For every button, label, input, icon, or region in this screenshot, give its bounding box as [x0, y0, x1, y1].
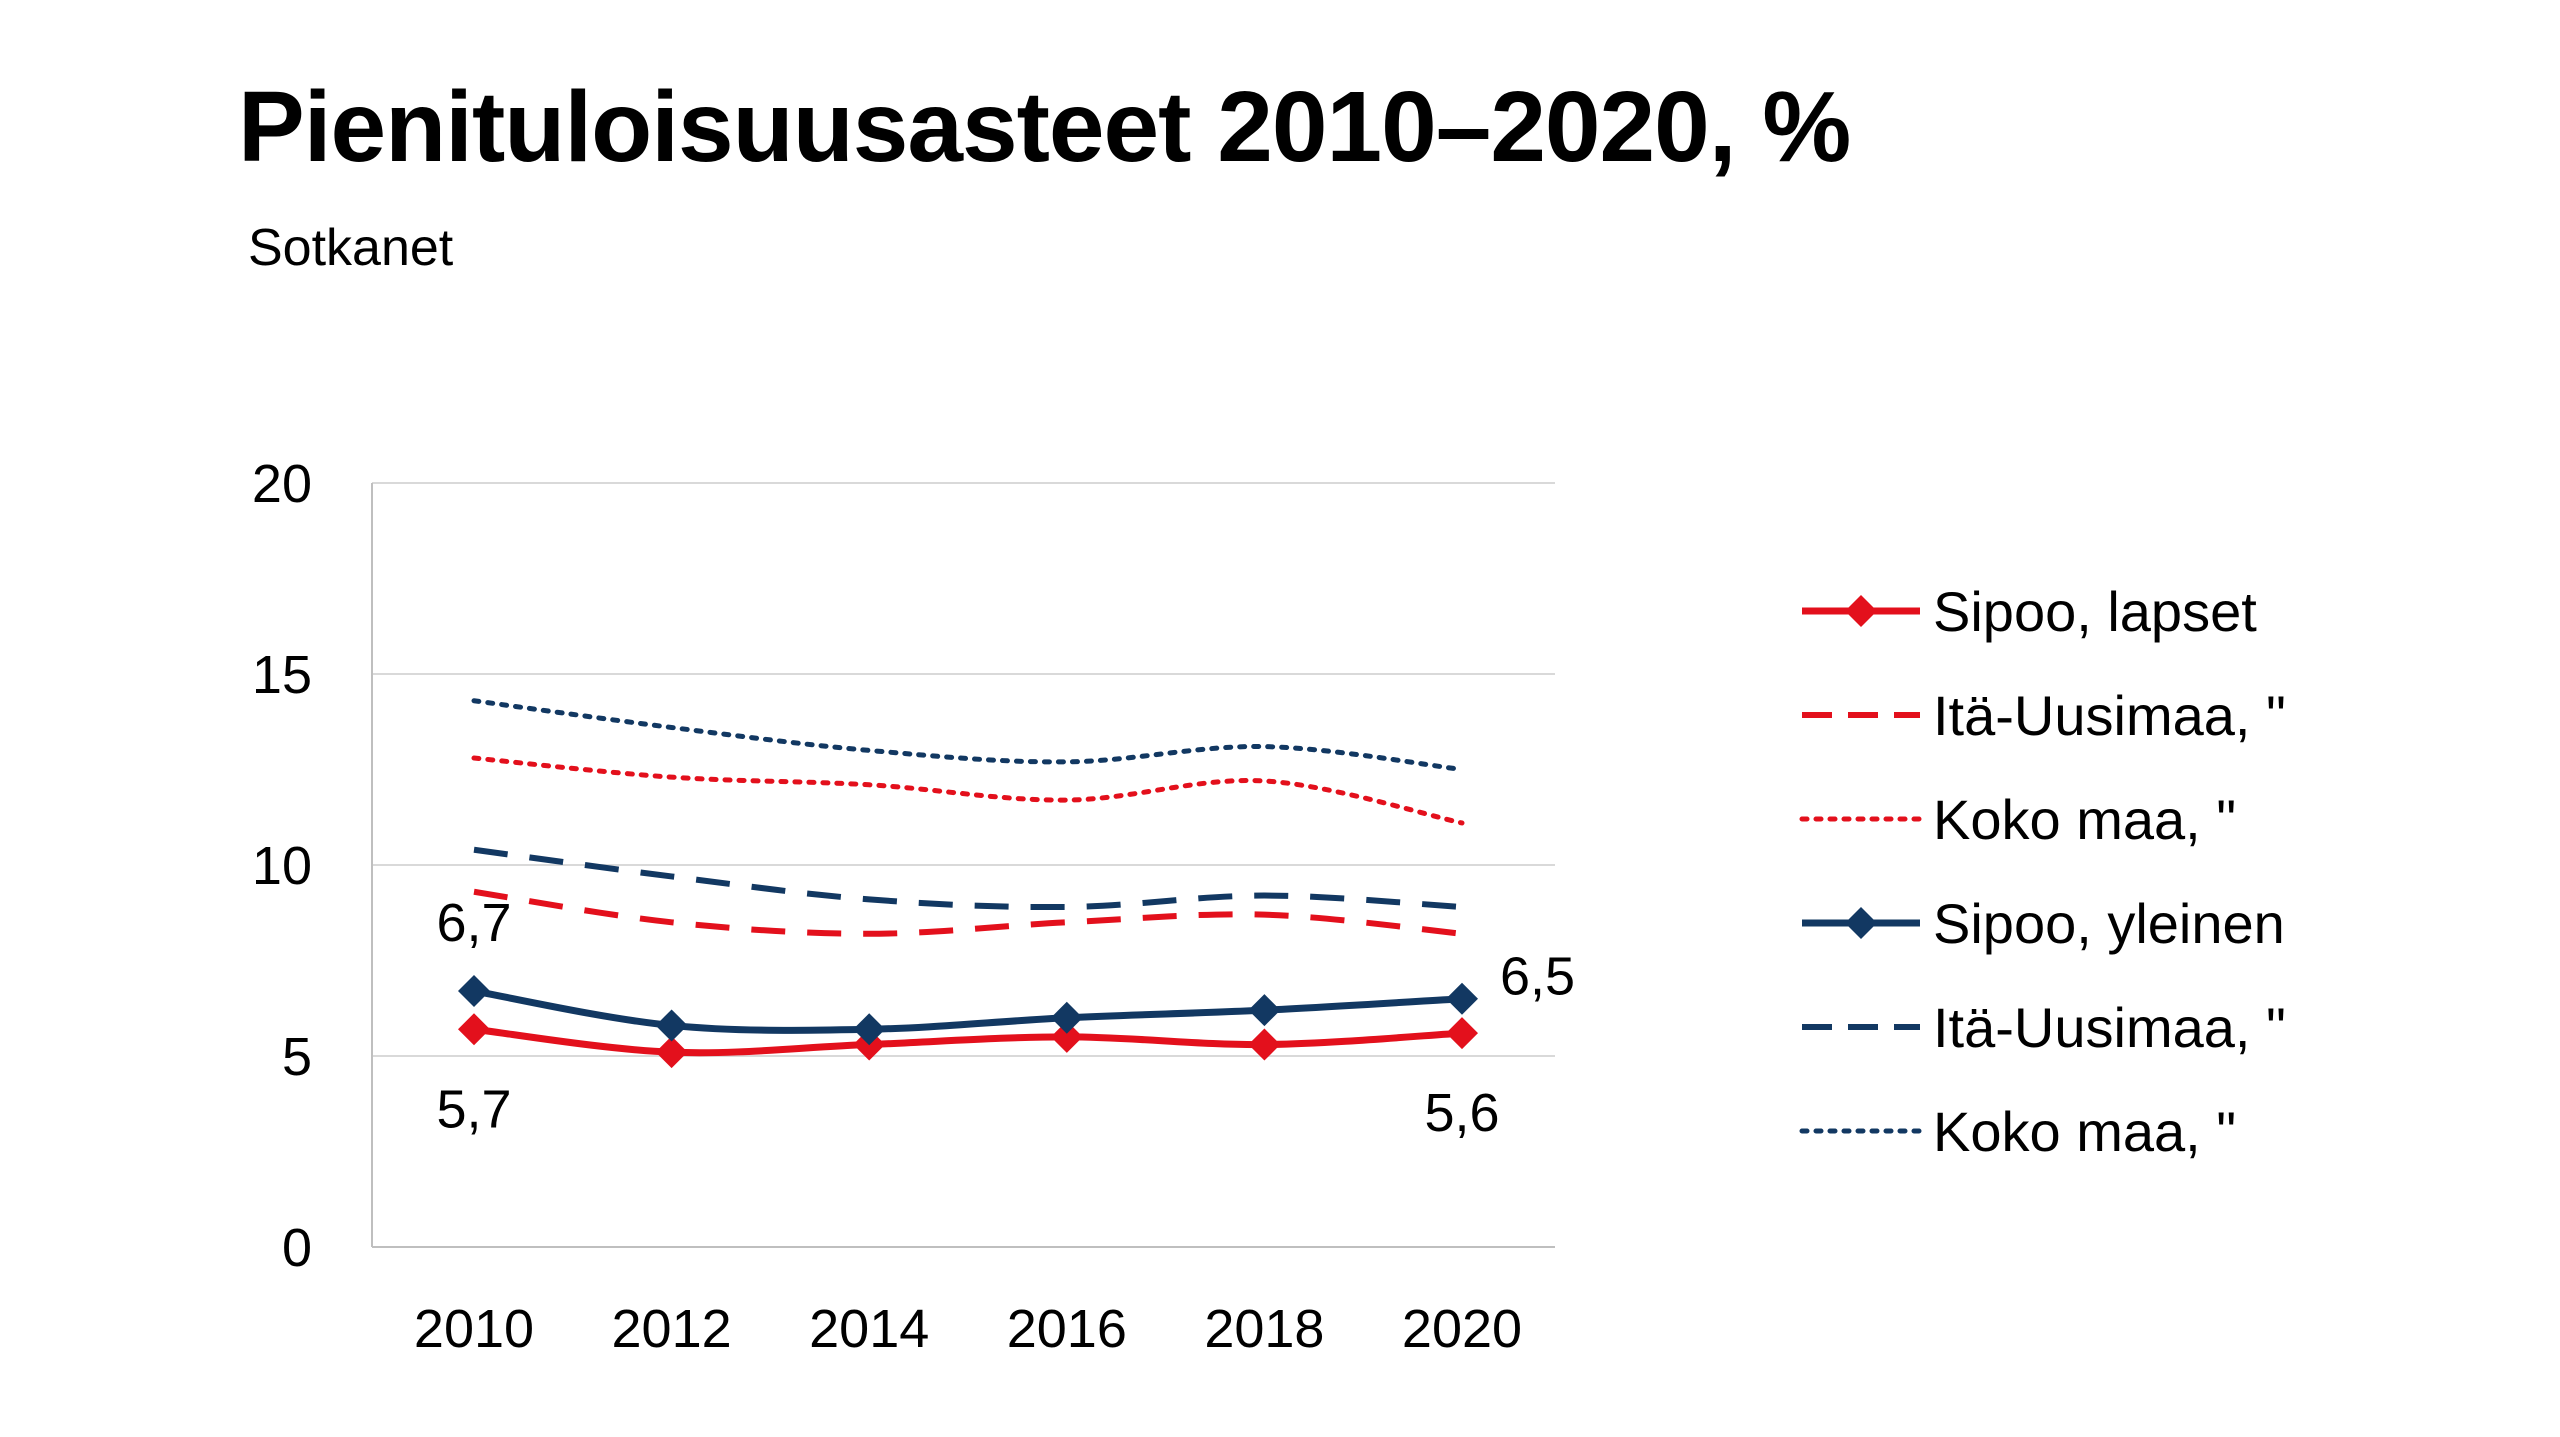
data-point-marker: [458, 1013, 490, 1046]
series-line-3: [473, 987, 1463, 1034]
data-point-marker: [1446, 1017, 1478, 1050]
x-tick-label: 2012: [612, 1299, 732, 1359]
x-tick-label: 2020: [1402, 1299, 1522, 1359]
series-line-5: [471, 698, 1465, 772]
data-label: 6,5: [1500, 947, 1575, 1007]
series-line-4: [473, 846, 1463, 911]
legend-item: Koko maa, ": [1799, 1100, 2236, 1163]
y-tick-label: 0: [282, 1218, 312, 1278]
series-lines: [458, 698, 1478, 1069]
legend: Sipoo, lapset Itä-Uusimaa, " Koko maa, " Si…: [1799, 580, 2286, 1163]
data-point-marker: [1050, 1001, 1083, 1034]
legend-label: Itä-Uusimaa, ": [1933, 684, 2286, 747]
series-line-0: [473, 1025, 1463, 1057]
grid-lines: [372, 482, 1555, 1057]
x-tick-label: 2010: [414, 1299, 534, 1359]
y-tick-label: 15: [252, 645, 312, 705]
legend-item: Itä-Uusimaa, ": [1802, 996, 2286, 1059]
data-label: 5,6: [1424, 1083, 1499, 1143]
data-point-marker: [1050, 1020, 1083, 1053]
data-point-marker: [655, 1009, 688, 1042]
legend-label: Sipoo, yleinen: [1933, 892, 2285, 955]
legend-item: Koko maa, ": [1799, 788, 2236, 851]
data-label: 5,7: [436, 1079, 511, 1139]
series-line-2: [471, 755, 1465, 826]
legend-label: Koko maa, ": [1933, 1100, 2236, 1163]
legend-label: Itä-Uusimaa, ": [1933, 996, 2286, 1059]
series-line-1: [473, 888, 1463, 937]
data-point-marker: [853, 1013, 886, 1046]
legend-item: Itä-Uusimaa, ": [1802, 684, 2286, 747]
legend-label: Sipoo, lapset: [1933, 580, 2257, 643]
legend-label: Koko maa, ": [1933, 788, 2236, 851]
legend-item: Sipoo, yleinen: [1802, 892, 2285, 955]
x-tick-label: 2018: [1204, 1299, 1324, 1359]
x-tick-label: 2016: [1007, 1299, 1127, 1359]
y-tick-label: 10: [252, 836, 312, 896]
legend-marker: [1845, 907, 1877, 939]
data-point-marker: [458, 975, 490, 1008]
data-labels: 6,7 5,7 6,5 5,6: [436, 893, 1575, 1143]
data-point-marker: [1446, 982, 1478, 1015]
legend-item: Sipoo, lapset: [1802, 580, 2257, 643]
y-tick-label: 20: [252, 454, 312, 514]
y-tick-label: 5: [282, 1027, 312, 1087]
data-point-marker: [1248, 994, 1281, 1027]
data-label: 6,7: [436, 893, 511, 953]
chart-title: Pienituloisuusasteet 2010–2020, %: [238, 71, 1851, 183]
legend-marker: [1845, 595, 1877, 627]
x-tick-label: 2014: [809, 1299, 929, 1359]
axes: 0 5 10 15 20 2010 2012 2014 2016 2018 2020: [252, 454, 1555, 1359]
data-point-marker: [1248, 1028, 1281, 1061]
chart-subtitle: Sotkanet: [248, 219, 454, 277]
data-point-marker: [655, 1036, 688, 1069]
